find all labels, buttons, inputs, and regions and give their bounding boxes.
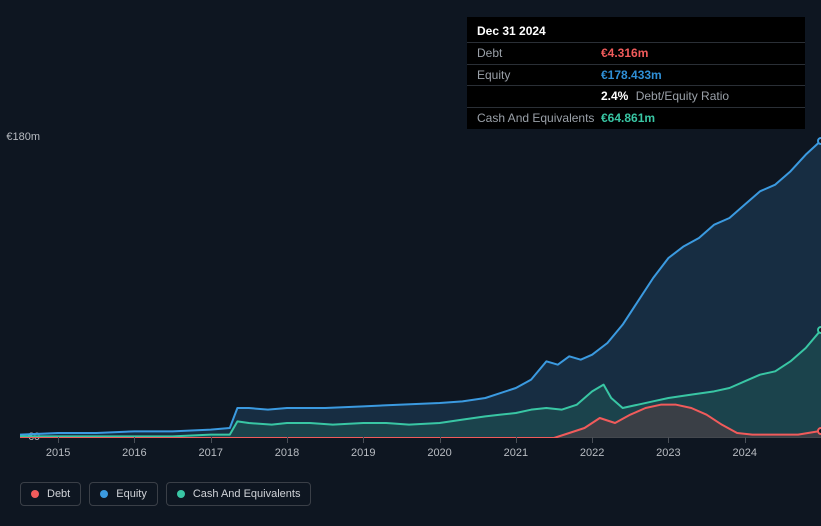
- tooltip-row: Cash And Equivalents€64.861m: [467, 107, 805, 129]
- tooltip-label: Equity: [477, 67, 601, 84]
- x-tick-mark: [668, 437, 669, 443]
- legend-item-debt[interactable]: Debt: [20, 482, 81, 506]
- x-tick-mark: [58, 437, 59, 443]
- legend-dot-icon: [100, 490, 108, 498]
- tooltip-date: Dec 31 2024: [467, 17, 805, 42]
- x-tick-mark: [287, 437, 288, 443]
- x-axis-label: 2022: [580, 447, 604, 459]
- x-axis-label: 2024: [732, 447, 756, 459]
- x-axis-label: 2021: [504, 447, 528, 459]
- x-axis-label: 2017: [198, 447, 222, 459]
- tooltip-row: Debt€4.316m: [467, 42, 805, 64]
- chart-tooltip: Dec 31 2024 Debt€4.316mEquity€178.433m2.…: [467, 17, 805, 129]
- tooltip-value: €4.316m: [601, 45, 648, 62]
- legend-dot-icon: [31, 490, 39, 498]
- chart-legend: Debt Equity Cash And Equivalents: [20, 482, 311, 506]
- x-tick-mark: [440, 437, 441, 443]
- tooltip-value: €178.433m: [601, 67, 662, 84]
- x-axis-label: 2015: [46, 447, 70, 459]
- x-axis-label: 2016: [122, 447, 146, 459]
- tooltip-label: Debt: [477, 45, 601, 62]
- legend-item-equity[interactable]: Equity: [89, 482, 158, 506]
- x-tick-mark: [363, 437, 364, 443]
- tooltip-label: Cash And Equivalents: [477, 110, 601, 127]
- tooltip-label: [477, 88, 601, 105]
- tooltip-extra: Debt/Equity Ratio: [632, 89, 729, 103]
- series-end-marker-equity: [817, 137, 821, 145]
- x-axis-label: 2019: [351, 447, 375, 459]
- x-axis-label: 2018: [275, 447, 299, 459]
- x-tick-mark: [134, 437, 135, 443]
- x-axis-label: 2023: [656, 447, 680, 459]
- legend-label: Cash And Equivalents: [193, 488, 301, 500]
- tooltip-row: 2.4% Debt/Equity Ratio: [467, 85, 805, 107]
- x-axis-label: 2020: [427, 447, 451, 459]
- chart-plot: [20, 138, 821, 438]
- x-axis: 2015 2016 2017 2018 2019 2020 2021 2022 2023 2024: [20, 445, 821, 465]
- legend-item-cash-and-equivalents[interactable]: Cash And Equivalents: [166, 482, 312, 506]
- x-tick-mark: [592, 437, 593, 443]
- tooltip-row: Equity€178.433m: [467, 64, 805, 86]
- x-tick-mark: [745, 437, 746, 443]
- x-tick-mark: [516, 437, 517, 443]
- tooltip-value: 2.4% Debt/Equity Ratio: [601, 88, 729, 105]
- series-end-marker-debt: [817, 427, 821, 435]
- legend-label: Debt: [47, 488, 70, 500]
- financial-chart: Dec 31 2024 Debt€4.316mEquity€178.433m2.…: [0, 0, 821, 526]
- series-end-marker-cash-and-equivalents: [817, 326, 821, 334]
- legend-label: Equity: [116, 488, 147, 500]
- x-tick-mark: [211, 437, 212, 443]
- tooltip-value: €64.861m: [601, 110, 655, 127]
- legend-dot-icon: [177, 490, 185, 498]
